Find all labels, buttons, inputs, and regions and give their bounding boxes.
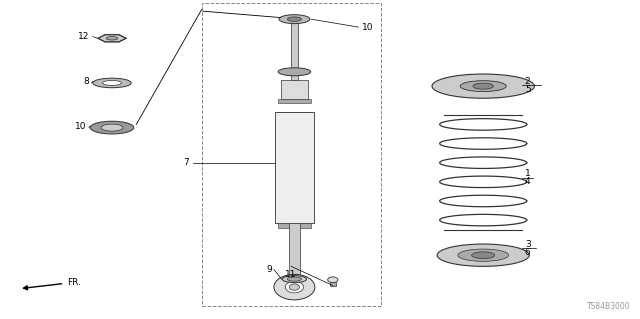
Text: 10: 10: [362, 23, 373, 32]
Bar: [278, 112, 310, 115]
Ellipse shape: [101, 124, 123, 131]
Text: 9: 9: [266, 265, 272, 274]
Ellipse shape: [437, 244, 529, 266]
Text: 8: 8: [84, 77, 90, 86]
Ellipse shape: [289, 284, 300, 290]
Ellipse shape: [282, 276, 307, 283]
Bar: [291, 16, 298, 80]
Text: 6: 6: [525, 248, 531, 256]
Ellipse shape: [279, 15, 310, 24]
Ellipse shape: [287, 17, 301, 21]
Text: 1: 1: [525, 169, 531, 178]
Text: 4: 4: [525, 177, 531, 186]
Ellipse shape: [287, 277, 301, 281]
Ellipse shape: [473, 83, 493, 89]
Ellipse shape: [106, 36, 118, 40]
Bar: [278, 99, 310, 103]
Ellipse shape: [102, 80, 122, 85]
Text: TS84B3000: TS84B3000: [587, 302, 630, 311]
Bar: [281, 80, 308, 99]
Ellipse shape: [285, 281, 303, 293]
Text: 12: 12: [78, 32, 90, 41]
Text: FR.: FR.: [24, 278, 81, 290]
Text: 5: 5: [525, 85, 531, 94]
Polygon shape: [98, 35, 126, 42]
Ellipse shape: [472, 252, 495, 258]
Bar: [278, 223, 310, 228]
Ellipse shape: [432, 74, 534, 98]
Ellipse shape: [93, 78, 131, 88]
Ellipse shape: [274, 274, 315, 300]
Bar: [289, 223, 300, 274]
Ellipse shape: [458, 249, 509, 261]
Text: 11: 11: [285, 270, 297, 278]
Bar: [330, 282, 336, 286]
Ellipse shape: [460, 81, 506, 92]
Text: 3: 3: [525, 240, 531, 249]
Text: 7: 7: [184, 158, 189, 167]
Bar: [275, 112, 314, 223]
Ellipse shape: [328, 277, 338, 283]
Bar: [202, 3, 381, 306]
Ellipse shape: [278, 68, 311, 76]
Text: 10: 10: [75, 122, 86, 130]
Ellipse shape: [90, 121, 134, 134]
Text: 2: 2: [525, 77, 531, 86]
